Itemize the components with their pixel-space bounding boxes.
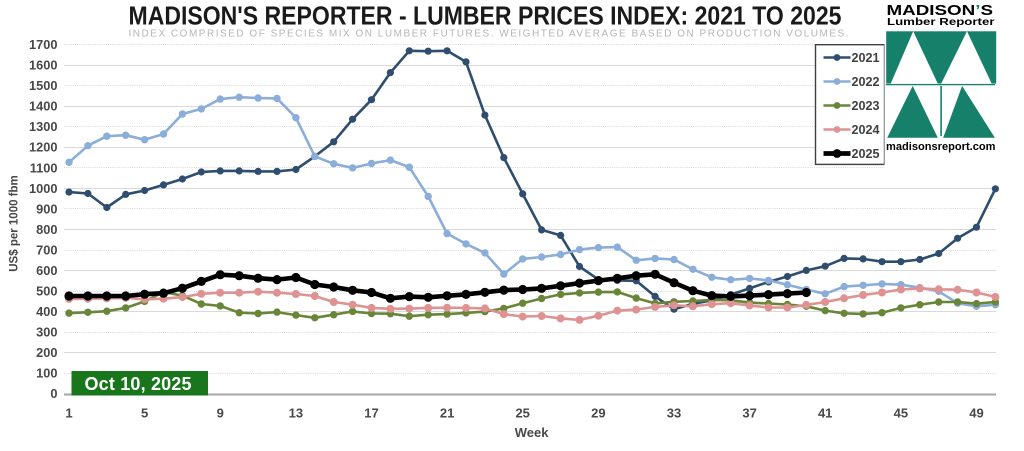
svg-text:2023: 2023: [852, 99, 880, 113]
svg-text:MADISON'S REPORTER - LUMBER PR: MADISON'S REPORTER - LUMBER PRICES INDEX…: [129, 3, 842, 31]
svg-text:Oct 10, 2025: Oct 10, 2025: [85, 374, 192, 394]
svg-text:49: 49: [969, 405, 983, 420]
svg-text:200: 200: [36, 345, 57, 360]
svg-text:21: 21: [440, 405, 454, 420]
svg-text:2022: 2022: [852, 75, 880, 89]
svg-text:13: 13: [289, 405, 303, 420]
svg-text:1100: 1100: [30, 160, 58, 175]
svg-text:800: 800: [36, 222, 57, 237]
svg-text:1500: 1500: [29, 78, 57, 93]
svg-text:0: 0: [50, 386, 57, 401]
svg-text:2025: 2025: [852, 147, 880, 161]
svg-text:5: 5: [141, 405, 148, 420]
svg-text:17: 17: [364, 405, 378, 420]
svg-text:29: 29: [591, 405, 605, 420]
svg-text:US$ per 1000 fbm: US$ per 1000 fbm: [9, 175, 21, 272]
svg-text:1000: 1000: [29, 181, 57, 196]
svg-text:INDEX COMPRISED OF SPECIES MIX: INDEX COMPRISED OF SPECIES MIX ON LUMBER…: [129, 29, 849, 40]
svg-text:37: 37: [742, 405, 756, 420]
svg-text:300: 300: [36, 325, 57, 340]
svg-text:Lumber Reporter: Lumber Reporter: [887, 17, 995, 28]
svg-text:900: 900: [36, 201, 57, 216]
svg-text:100: 100: [36, 366, 57, 381]
svg-text:1700: 1700: [29, 37, 57, 52]
svg-text:2024: 2024: [852, 123, 880, 137]
svg-text:1300: 1300: [29, 119, 57, 134]
svg-text:25: 25: [515, 405, 529, 420]
svg-text:600: 600: [36, 263, 57, 278]
svg-text:400: 400: [36, 304, 57, 319]
svg-text:1200: 1200: [29, 140, 57, 155]
svg-text:41: 41: [818, 405, 832, 420]
svg-text:1: 1: [65, 405, 72, 420]
svg-text:500: 500: [36, 284, 57, 299]
svg-text:madisonsreport.com: madisonsreport.com: [886, 141, 996, 153]
svg-text:1600: 1600: [29, 58, 57, 73]
svg-text:Week: Week: [515, 425, 549, 440]
svg-text:9: 9: [217, 405, 224, 420]
svg-text:700: 700: [36, 242, 57, 257]
svg-text:45: 45: [894, 405, 908, 420]
svg-text:33: 33: [667, 405, 681, 420]
svg-text:2021: 2021: [852, 51, 880, 65]
svg-text:1400: 1400: [29, 99, 57, 114]
